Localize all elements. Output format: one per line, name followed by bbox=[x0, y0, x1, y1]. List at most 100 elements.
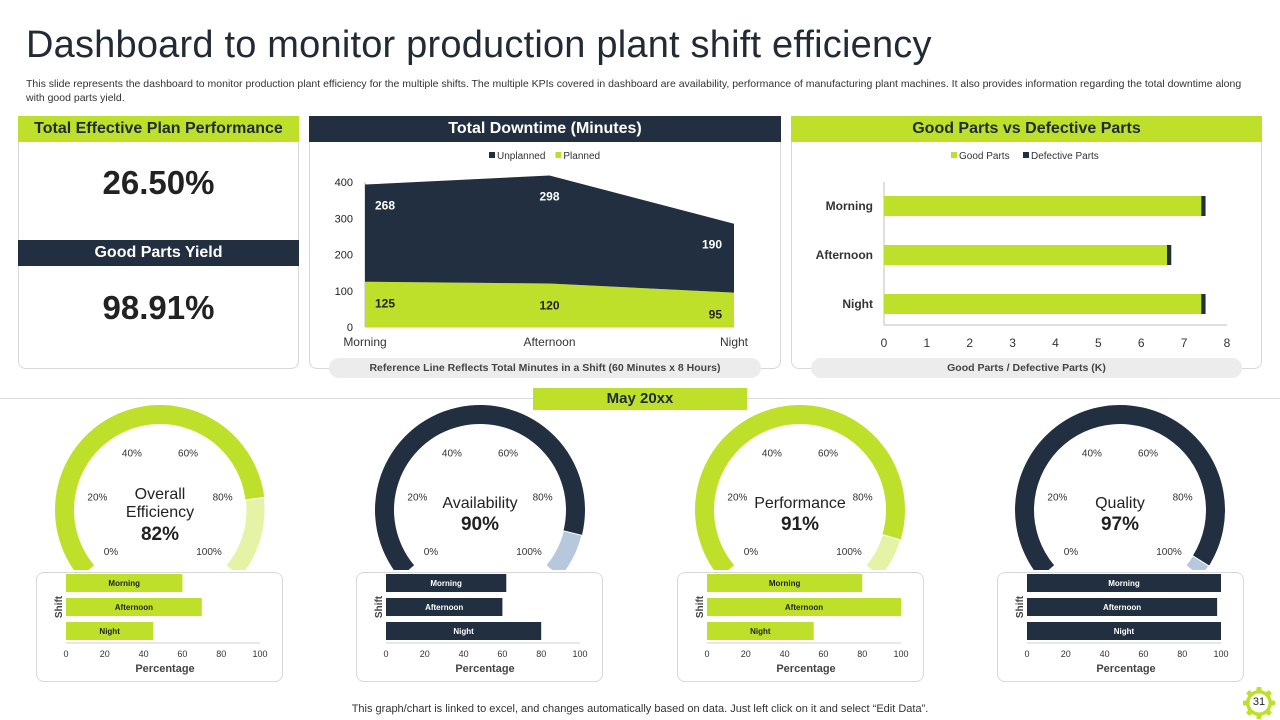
shift-bar-label: Afternoon bbox=[785, 603, 823, 612]
gauge-tick-label: 0% bbox=[1064, 547, 1079, 558]
x-tick-label: 0 bbox=[383, 649, 388, 659]
gauge-label-quality: Quality bbox=[1095, 495, 1145, 512]
x-axis-title: Percentage bbox=[1096, 663, 1155, 675]
gauge-tick-label: 80% bbox=[853, 493, 873, 504]
bar-good-parts bbox=[884, 294, 1202, 314]
shift-bar bbox=[707, 598, 901, 616]
x-tick-label: 0 bbox=[63, 649, 68, 659]
plan-performance-value: 26.50% bbox=[102, 164, 215, 201]
gauge-tick-label: 40% bbox=[1082, 448, 1102, 459]
good-parts-yield-value: 98.91% bbox=[102, 289, 215, 326]
parts-header: Good Parts vs Defective Parts bbox=[791, 116, 1262, 142]
parts-footer-note: Good Parts / Defective Parts (K) bbox=[811, 358, 1242, 378]
x-axis-title: Percentage bbox=[776, 663, 835, 675]
x-tick-label: 100 bbox=[252, 649, 267, 659]
footer-note: This graph/chart is linked to excel, and… bbox=[351, 703, 929, 715]
gauge-value-arc bbox=[375, 405, 585, 570]
legend-swatch bbox=[1023, 152, 1029, 158]
gauge-value-performance: 91% bbox=[780, 514, 820, 535]
plan-performance-header: Total Effective Plan Performance bbox=[18, 116, 299, 142]
y-tick-label: 100 bbox=[335, 286, 353, 298]
legend-label: Defective Parts bbox=[1031, 151, 1099, 162]
x-tick-label: 2 bbox=[966, 336, 973, 350]
shift-bars-quality: Morning Afternoon Night 0 20 40 60 80 100 Percent… bbox=[1015, 574, 1229, 675]
x-tick-label: 20 bbox=[420, 649, 430, 659]
shift-bar bbox=[386, 622, 542, 640]
shift-bar-label: Morning bbox=[1108, 579, 1140, 588]
shift-bar bbox=[386, 598, 503, 616]
bar-good-parts bbox=[884, 245, 1167, 265]
gauge-tick-label: 20% bbox=[407, 493, 427, 504]
x-axis-title: Percentage bbox=[135, 663, 194, 675]
y-axis-title: Shift bbox=[374, 595, 385, 618]
shift-bar bbox=[66, 622, 154, 640]
shift-bar-label: Morning bbox=[769, 579, 801, 588]
gauge-tick-label: 60% bbox=[178, 448, 198, 459]
x-tick-label: 20 bbox=[741, 649, 751, 659]
y-tick-label: 0 bbox=[347, 322, 353, 334]
shift-bar-label: Morning bbox=[430, 579, 462, 588]
shift-bars-performance: Morning Afternoon Night 0 20 40 60 80 100 Percent… bbox=[695, 574, 909, 675]
gauge-label-overall-efficiency: Overall Efficiency bbox=[125, 486, 195, 521]
gauge-value-arc bbox=[1015, 405, 1225, 570]
shift-bar bbox=[1027, 574, 1221, 592]
bar-defective-parts bbox=[1201, 196, 1206, 216]
shift-bar bbox=[707, 622, 814, 640]
shift-bars-availability: Morning Afternoon Night 0 20 40 60 80 100 Percent… bbox=[374, 574, 588, 675]
shift-bar-label: Night bbox=[750, 627, 771, 636]
data-label-unplanned: 298 bbox=[539, 189, 559, 203]
gauge-label-availability: Availability bbox=[442, 495, 518, 512]
x-tick-label: 0 bbox=[881, 336, 888, 350]
x-tick-label: 0 bbox=[704, 649, 709, 659]
x-tick-label: 60 bbox=[818, 649, 828, 659]
parts-bar-chart: Morning Afternoon Night 0 1 2 3 4 5 6 7 8 Good Parts… bbox=[816, 151, 1231, 350]
y-tick-label: Night bbox=[842, 297, 873, 311]
data-label-unplanned: 268 bbox=[375, 199, 395, 213]
y-axis-title: Shift bbox=[695, 595, 706, 618]
page-subtitle: This slide represents the dashboard to m… bbox=[26, 78, 1242, 104]
x-tick-label: 60 bbox=[497, 649, 507, 659]
shift-bar-label: Night bbox=[453, 627, 474, 636]
legend-label: Good Parts bbox=[959, 151, 1010, 162]
shift-bar bbox=[66, 574, 183, 592]
gauge-tick-label: 20% bbox=[727, 493, 747, 504]
gauge-tick-label: 40% bbox=[122, 448, 142, 459]
x-tick-label: 1 bbox=[924, 336, 931, 350]
legend-swatch bbox=[489, 152, 495, 158]
x-tick-label: 100 bbox=[893, 649, 908, 659]
x-tick-label: 7 bbox=[1181, 336, 1188, 350]
x-tick-label: 40 bbox=[459, 649, 469, 659]
month-label: May 20xx bbox=[533, 388, 747, 410]
x-tick-label: Afternoon bbox=[523, 335, 575, 349]
shift-bar bbox=[66, 598, 202, 616]
gauge-remainder-arc bbox=[225, 497, 266, 570]
x-tick-label: 40 bbox=[1100, 649, 1110, 659]
shift-bar-label: Night bbox=[1114, 627, 1135, 636]
gauge-tick-label: 60% bbox=[818, 448, 838, 459]
x-tick-label: 60 bbox=[1138, 649, 1148, 659]
gauge-remainder-arc bbox=[1185, 555, 1210, 570]
gauge-tick-label: 100% bbox=[516, 547, 542, 558]
gauge-tick-label: 40% bbox=[442, 448, 462, 459]
shift-bar-label: Night bbox=[99, 627, 120, 636]
gauge-tick-label: 80% bbox=[533, 493, 553, 504]
bar-defective-parts bbox=[1166, 245, 1172, 265]
y-axis-title: Shift bbox=[1015, 595, 1026, 618]
downtime-header: Total Downtime (Minutes) bbox=[309, 116, 781, 142]
gauge-tick-label: 60% bbox=[1138, 448, 1158, 459]
page-number: 31 bbox=[1252, 696, 1266, 708]
downtime-area-chart: 0 100 200 300 400 268 298 190 125 120 95 Morning Aft… bbox=[335, 151, 749, 349]
x-tick-label: 80 bbox=[216, 649, 226, 659]
gauge-tick-label: 100% bbox=[836, 547, 862, 558]
y-tick-label: 200 bbox=[335, 250, 353, 262]
gauge-performance: 0% 20% 40% 60% 80% 100% bbox=[695, 405, 905, 570]
gauge-value-availability: 90% bbox=[460, 514, 500, 535]
downtime-footer-note: Reference Line Reflects Total Minutes in… bbox=[329, 358, 761, 378]
x-tick-label: 20 bbox=[100, 649, 110, 659]
gauge-value-arc bbox=[695, 405, 905, 570]
area-planned bbox=[365, 281, 734, 327]
legend-swatch bbox=[555, 152, 562, 158]
shift-bar bbox=[1027, 598, 1218, 616]
y-tick-label: Afternoon bbox=[816, 248, 873, 262]
x-tick-label: 20 bbox=[1061, 649, 1071, 659]
